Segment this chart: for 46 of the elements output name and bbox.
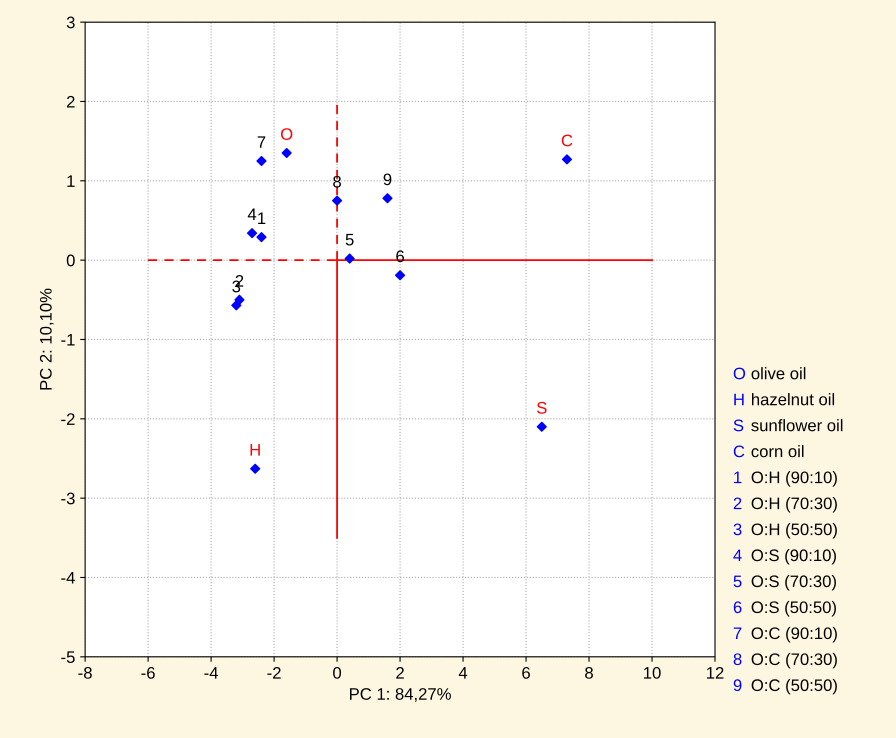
text: C corn oil — [734, 445, 804, 458]
x-tick-label: 10 — [644, 666, 661, 679]
text: O olive oil — [734, 367, 806, 380]
x-tick-label: 8 — [585, 666, 593, 679]
x-axis-title: PC 1: 84,27% — [350, 688, 451, 702]
annotation: 1 — [258, 212, 266, 224]
y-tick-label: -5 — [61, 651, 75, 664]
annotation: 4 — [248, 208, 256, 220]
x-tick-label: -8 — [78, 666, 92, 679]
x-tick-label: 2 — [396, 666, 404, 679]
x-tick-label: 12 — [707, 666, 724, 679]
text: 8 O:C (70:30) — [734, 652, 837, 668]
text: S sunflower oil — [734, 419, 842, 432]
annotation: O — [280, 128, 292, 140]
x-tick-label: 4 — [458, 667, 468, 679]
y-tick-label: -3 — [61, 492, 75, 504]
x-tick-label: 6 — [522, 666, 530, 679]
text: 9 O:C (50:50) — [734, 678, 837, 694]
annotation: S — [536, 402, 547, 414]
x-tick-label: -2 — [267, 666, 281, 679]
annotation: H — [250, 444, 260, 456]
y-tick-label: -1 — [61, 334, 75, 346]
x-tick-label: 0 — [333, 666, 342, 679]
y-tick-label: 1 — [67, 175, 75, 187]
text: 2 O:H (70:30) — [734, 497, 837, 513]
y-tick-label: -2 — [61, 413, 75, 425]
y-tick-label: 3 — [66, 16, 75, 28]
text: 1 O:H (90:10) — [734, 471, 837, 487]
text: 4 O:S (90:10) — [733, 548, 836, 565]
text: 5 O:S (70:30) — [734, 574, 836, 590]
x-tick-label: -6 — [141, 666, 155, 679]
y-tick-label: -4 — [61, 572, 75, 584]
text: 6 O:S (50:50) — [734, 600, 836, 616]
y-tick-label: 2 — [66, 96, 75, 108]
annotation: 8 — [333, 176, 341, 188]
x-tick-label: -4 — [204, 667, 218, 679]
text: 7 O:C (90:10) — [734, 626, 837, 642]
annotation: 5 — [346, 234, 354, 246]
annotation: 7 — [258, 136, 266, 148]
annotation: C — [562, 134, 572, 146]
text: H hazelnut oil — [734, 393, 834, 406]
annotation: 6 — [396, 250, 404, 262]
annotation: 9 — [384, 173, 392, 186]
text: 3 O:H (50:50) — [734, 523, 837, 539]
y-axis-title: PC 2: 10,10% — [40, 288, 54, 390]
y-tick-label: 0 — [66, 254, 75, 266]
